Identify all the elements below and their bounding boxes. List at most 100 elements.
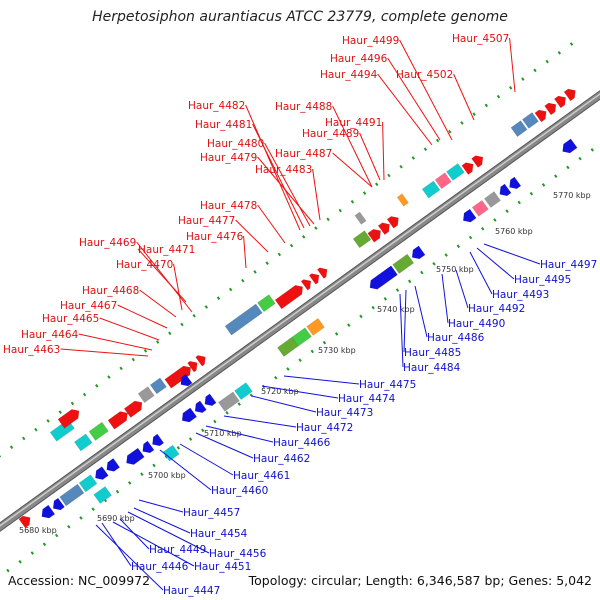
forward-gene-28 [553,95,566,109]
gene-leader-line [78,333,153,351]
reverse-extra-1-shape [180,373,193,387]
forward-gene-label: Haur_4465 [42,313,99,325]
forward-extra-1-shape [57,409,80,429]
forward-gene-label: Haur_4464 [21,329,79,341]
map-title: Herpetosiphon aurantiacus ATCC 23779, co… [92,9,508,25]
gene-leader-line [441,273,449,324]
forward-gene-0-shape [74,433,93,452]
reverse-gene-label: Haur_4447 [163,585,220,597]
forward-gene-label: Haur_4483 [255,164,312,176]
gene-leader-line [245,104,301,231]
forward-gene-label: Haur_4499 [342,35,399,47]
reverse-gene-15 [291,327,312,347]
forward-gene-12 [300,279,312,291]
forward-gene-label: Haur_4476 [186,231,244,243]
reverse-gene-3 [78,474,98,493]
reverse-gene-4-shape [95,466,109,480]
forward-gene-13 [308,273,320,285]
reverse-extra-2-shape [162,444,180,462]
forward-gene-label: Haur_4491 [325,117,382,129]
ruler-label: 5710 kbp [204,429,242,438]
ruler-label: 5720 kbp [261,387,299,396]
gene-leader-line [112,521,195,567]
forward-gene-16 [367,228,381,243]
gene-leader-line [173,263,183,311]
reverse-gene-22 [484,191,501,208]
reverse-gene-16-shape [306,318,325,336]
forward-gene-1 [88,421,109,441]
gene-leader-line [509,37,516,93]
gene-leader-line [399,293,404,368]
reverse-gene-2 [59,483,85,507]
gene-leader-line [99,317,160,341]
reverse-gene-label: Haur_4460 [211,485,268,497]
forward-gene-16-shape [367,228,381,243]
gene-leader-line [136,241,193,313]
reverse-gene-0-shape [41,504,56,519]
forward-gene-label: Haur_4471 [138,244,195,256]
forward-gene-label: Haur_4496 [330,53,388,65]
reverse-gene-7 [142,440,155,454]
gene-leader-line [264,142,311,227]
reverse-gene-18 [392,253,415,274]
ruler-label: 5700 kbp [148,471,186,480]
forward-gene-10 [257,294,276,313]
reverse-gene-3-shape [78,474,98,493]
forward-gene-18 [386,216,399,229]
reverse-extra-2 [162,444,180,462]
forward-gene-6-shape [164,365,192,389]
reverse-gene-label: Haur_4446 [131,561,189,573]
reverse-gene-label: Haur_4473 [316,407,373,419]
gene-leader-line [257,204,286,244]
gene-leader-line [127,511,210,554]
forward-extra-2 [396,193,409,207]
forward-gene-15-shape [352,230,372,249]
forward-gene-27-shape [544,102,557,116]
reverse-gene-1-shape [52,497,65,511]
gene-leader-line [312,168,321,221]
reverse-gene-label: Haur_4466 [273,437,331,449]
reverse-gene-20-shape [462,208,477,223]
reverse-gene-5 [106,458,121,472]
forward-gene-2-shape [107,411,128,430]
gene-leader-line [453,73,475,121]
forward-gene-24 [510,120,528,137]
forward-gene-label: Haur_4480 [207,138,264,150]
gene-leader-line [476,247,515,280]
gene-leader-line [261,385,339,399]
ruler-label: 5680 kbp [19,526,57,535]
reverse-gene-label: Haur_4449 [149,544,206,556]
reverse-gene-23-shape [499,183,512,197]
reverse-gene-17-shape [369,265,398,290]
reverse-gene-12 [218,391,240,412]
gene-leader-line [243,235,247,269]
forward-gene-12-shape [300,279,312,291]
reverse-gene-label: Haur_4497 [540,259,597,271]
reverse-gene-13-shape [234,382,253,401]
forward-gene-21-shape [446,163,465,181]
gene-leader-line [205,425,274,443]
gene-leader-line [138,499,184,513]
forward-gene-label: Haur_4494 [320,69,378,81]
reverse-gene-label: Haur_4486 [427,332,485,344]
reverse-extra-3-shape [18,515,31,529]
forward-gene-15 [352,230,372,249]
gene-leader-line [414,285,428,338]
reverse-gene-0 [41,504,56,519]
forward-gene-13-shape [308,273,320,285]
forward-gene-9 [224,303,263,336]
forward-gene-25 [521,112,539,129]
reverse-gene-19-shape [411,245,426,260]
reverse-gene-21 [471,199,489,217]
gene-leader-line [117,304,168,329]
gene-leader-line [139,289,177,318]
forward-gene-21 [446,163,465,181]
forward-gene-17-shape [377,222,390,235]
gene-leader-line [60,348,149,357]
gene-leader-line [332,152,373,188]
forward-gene-label: Haur_4477 [178,215,235,227]
forward-gene-3 [123,400,143,418]
gene-leader-line [377,73,433,146]
forward-gene-7-shape [187,361,198,373]
gene-leader-line [223,415,297,428]
